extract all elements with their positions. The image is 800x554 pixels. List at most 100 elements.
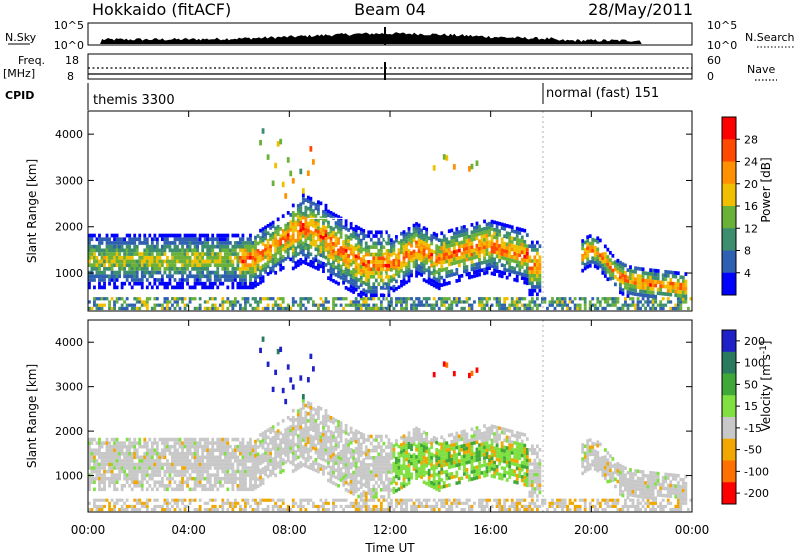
power-cell — [211, 303, 215, 307]
power-cell — [181, 255, 184, 260]
velocity-cell — [296, 437, 300, 442]
velocity-cell — [251, 473, 255, 477]
power-cell — [279, 264, 283, 268]
velocity-cell — [88, 444, 91, 449]
power-cell — [216, 237, 220, 242]
velocity-cell — [143, 459, 147, 463]
velocity-cell — [186, 455, 189, 460]
velocity-cell — [304, 403, 308, 408]
velocity-cell — [304, 432, 308, 436]
power-cell — [201, 255, 205, 260]
power-cell — [533, 244, 537, 249]
velocity-cell — [311, 464, 315, 468]
velocity-cell — [259, 498, 262, 502]
power-cell — [649, 283, 653, 287]
power-cell — [478, 232, 481, 236]
power-cell — [395, 268, 398, 273]
power-cell — [322, 265, 325, 270]
velocity-cell — [299, 461, 303, 465]
power-cell — [324, 240, 328, 245]
power-cell — [485, 233, 489, 238]
velocity-cell — [352, 460, 356, 464]
velocity-cell — [269, 498, 273, 502]
velocity-cell — [407, 438, 411, 442]
velocity-cell — [289, 450, 293, 454]
power-cell — [186, 267, 189, 271]
velocity-cell — [93, 469, 96, 474]
power-cell — [271, 239, 275, 243]
power-cell — [128, 303, 132, 307]
power-cell — [100, 306, 104, 311]
power-cell — [344, 234, 348, 238]
velocity-cell — [279, 470, 283, 474]
velocity-cell — [123, 469, 127, 474]
power-cell — [171, 233, 174, 238]
power-cell — [329, 262, 333, 267]
velocity-cell — [176, 459, 179, 463]
power-cell — [264, 266, 267, 271]
power-cell — [538, 281, 542, 286]
power-cell — [276, 239, 280, 244]
power-cell — [113, 303, 116, 307]
velocity-cell — [135, 476, 139, 481]
velocity-cell — [118, 444, 122, 449]
power-cell — [259, 300, 262, 304]
power-cell — [470, 248, 474, 253]
power-cell — [120, 285, 124, 290]
velocity-cell — [173, 508, 177, 512]
power-cell — [367, 230, 371, 235]
power-cell — [241, 278, 245, 282]
power-cell — [223, 300, 227, 304]
power-cell — [503, 300, 507, 304]
velocity-cell — [216, 455, 220, 460]
velocity-cell — [379, 473, 383, 478]
velocity-cell — [208, 455, 212, 460]
power-cell — [402, 297, 406, 301]
velocity-cell — [261, 435, 265, 439]
velocity-cell — [188, 498, 192, 502]
power-cell — [246, 267, 250, 271]
velocity-data — [88, 320, 693, 512]
power-cell — [241, 281, 245, 286]
power-cell — [352, 230, 356, 235]
velocity-cell — [241, 441, 245, 445]
power-cell — [128, 233, 132, 238]
power-cell — [221, 281, 225, 286]
velocity-cell — [213, 455, 217, 460]
velocity-cell — [347, 468, 351, 472]
velocity-cell — [291, 451, 295, 456]
power-cell — [478, 246, 481, 251]
power-cell — [163, 306, 167, 311]
velocity-cell — [299, 504, 303, 508]
power-cell — [578, 297, 582, 301]
power-cell — [437, 282, 441, 287]
velocity-cell — [153, 452, 157, 456]
velocity-cell — [193, 455, 197, 460]
velocity-cell — [322, 443, 325, 448]
velocity-cell — [239, 441, 242, 445]
power-cell — [621, 277, 625, 281]
power-cell — [392, 288, 396, 293]
power-cell — [198, 278, 202, 282]
power-cell — [296, 218, 300, 223]
velocity-cell — [88, 487, 91, 492]
power-cell — [498, 306, 502, 311]
velocity-cell — [171, 498, 174, 502]
power-cell — [616, 258, 620, 263]
power-cell — [306, 199, 310, 204]
power-cell — [294, 227, 298, 232]
velocity-cell — [218, 504, 222, 508]
power-cell — [447, 258, 451, 263]
velocity-cell — [115, 441, 119, 445]
velocity-cell — [384, 434, 388, 439]
power-cell — [256, 252, 260, 257]
power-cell — [634, 277, 637, 282]
velocity-cell — [304, 439, 308, 443]
power-cell — [342, 273, 345, 278]
velocity-cell — [309, 423, 313, 428]
velocity-cell — [93, 459, 96, 463]
power-cell — [485, 303, 489, 307]
power-cell — [432, 303, 436, 307]
power-cell — [269, 248, 273, 252]
